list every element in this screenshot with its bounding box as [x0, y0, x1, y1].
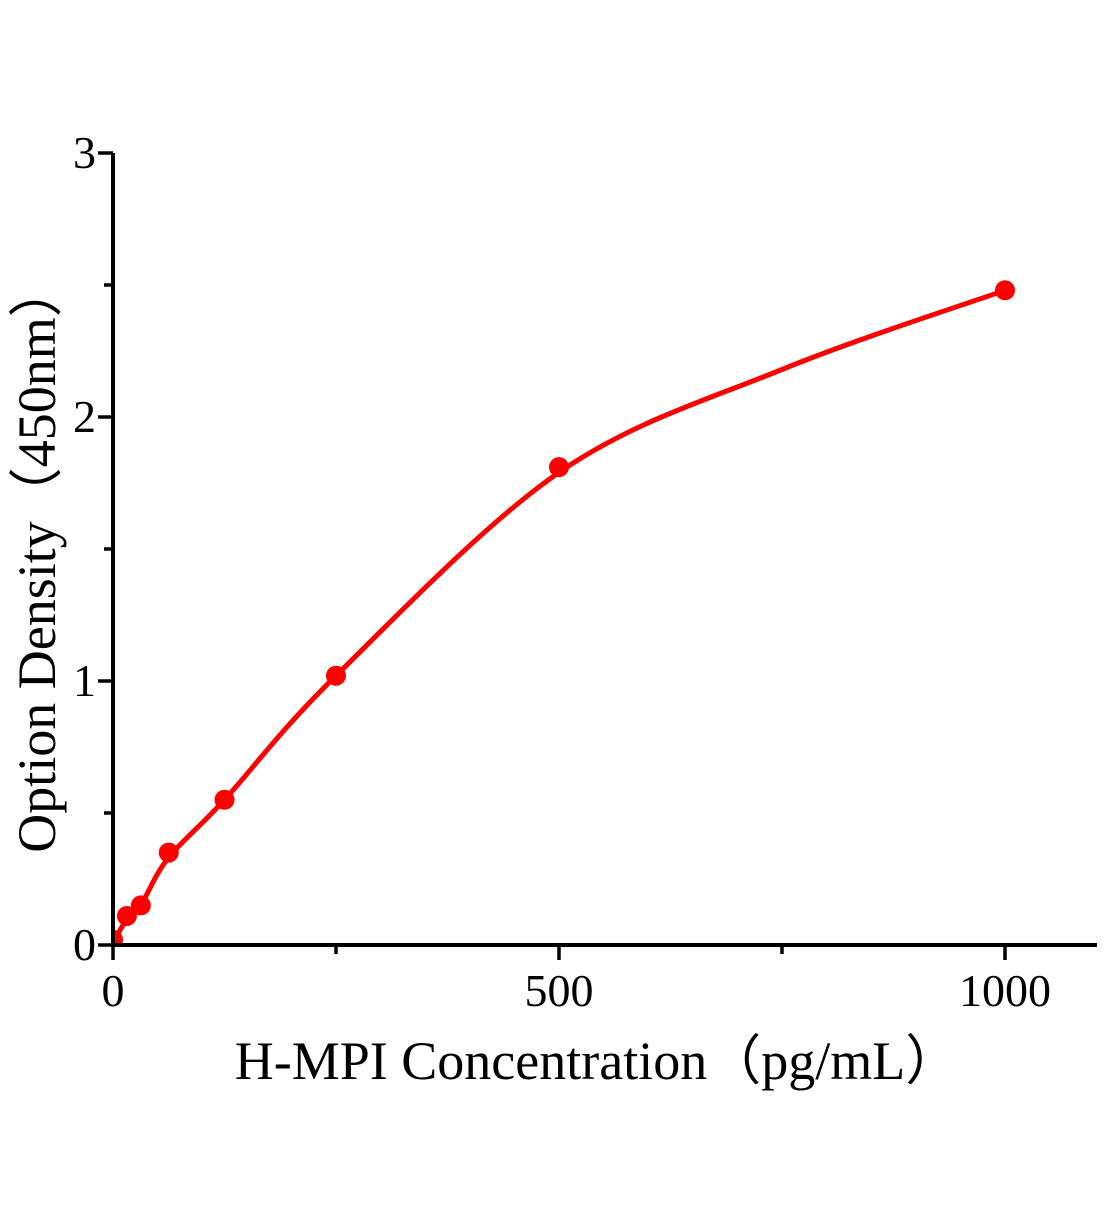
data-point-marker	[326, 665, 346, 686]
axes: 0 500 1000 0 1 2 3	[73, 127, 1097, 1016]
y-axis-title: Option Density（450nm）	[7, 263, 67, 853]
x-tick-label: 0	[102, 965, 125, 1016]
data-point-marker	[158, 842, 179, 863]
data-point-marker	[214, 789, 235, 810]
data-point-marker	[130, 895, 151, 916]
x-tick-label: 1000	[959, 965, 1051, 1016]
axis-ticks-group	[98, 151, 1007, 960]
x-tick-labels-group: 0 500 1000	[102, 965, 1052, 1016]
x-tick-label: 500	[525, 965, 594, 1016]
y-tick-labels-group: 0 1 2 3	[73, 127, 96, 970]
x-axis-title: H-MPI Concentration（pg/mL）	[235, 1031, 959, 1091]
data-point-marker	[113, 929, 123, 945]
y-tick-label: 0	[73, 919, 96, 970]
y-tick-label: 2	[73, 391, 96, 442]
data-points-group	[113, 280, 1015, 945]
fitted-curve-line	[113, 287, 1008, 945]
y-tick-label: 3	[73, 127, 96, 178]
data-layer	[113, 280, 1015, 945]
y-tick-label: 1	[73, 655, 96, 706]
data-point-marker	[995, 280, 1015, 301]
data-point-marker	[549, 457, 569, 478]
axis-spines	[111, 153, 1097, 947]
data-point-marker	[116, 905, 137, 926]
